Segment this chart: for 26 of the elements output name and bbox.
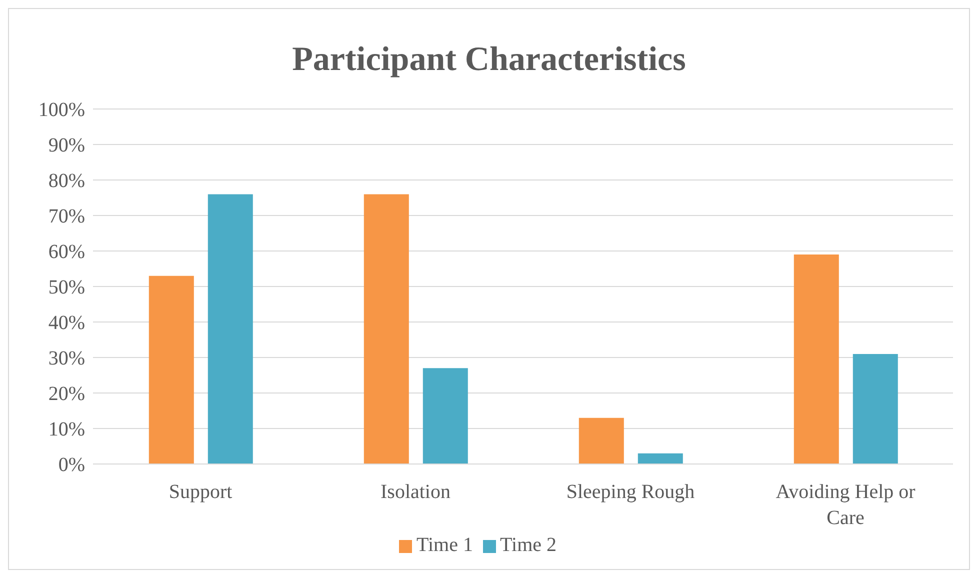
- y-tick-label: 60%: [48, 241, 85, 264]
- bar: [148, 276, 194, 464]
- y-tick-label: 50%: [48, 276, 85, 299]
- legend-label: Time 2: [500, 534, 557, 556]
- bar: [638, 453, 683, 464]
- bar: [208, 194, 253, 464]
- bar: [794, 254, 839, 464]
- x-tick-label: Sleeping Rough: [566, 481, 695, 503]
- y-tick-label: 0%: [58, 454, 85, 476]
- legend-label: Time 1: [416, 534, 473, 556]
- x-tick-label: Avoiding Help or Care: [776, 481, 916, 529]
- y-tick-label: 10%: [48, 418, 85, 441]
- bar: [422, 368, 468, 464]
- y-tick-label: 100%: [38, 99, 85, 122]
- y-tick-label: 30%: [48, 348, 85, 370]
- chart-title: Participant Characteristics: [291, 40, 687, 80]
- x-tick-label: Isolation: [380, 481, 450, 503]
- bar: [578, 418, 624, 464]
- y-tick-label: 80%: [48, 170, 85, 192]
- y-tick-label: 20%: [48, 383, 85, 406]
- y-tick-label: 70%: [48, 206, 85, 228]
- y-tick-label: 40%: [48, 312, 85, 334]
- bar: [852, 354, 898, 464]
- bar: [364, 194, 409, 464]
- y-tick-label: 90%: [48, 134, 85, 157]
- x-tick-label: Support: [168, 481, 233, 503]
